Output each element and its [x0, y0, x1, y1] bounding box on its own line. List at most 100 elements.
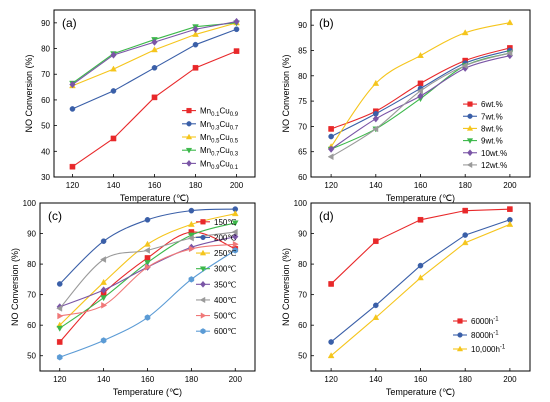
legend-marker	[186, 108, 192, 114]
legend-marker	[200, 280, 206, 288]
data-point	[417, 262, 424, 269]
data-point	[231, 228, 238, 236]
data-point	[100, 286, 107, 294]
legend-label: 7wt.%	[481, 112, 503, 121]
data-point	[100, 337, 107, 344]
data-point	[144, 255, 151, 261]
legend-label: Mn0.9Cu0.1	[200, 159, 239, 171]
data-point	[232, 232, 239, 241]
legend-label: 350℃	[214, 280, 236, 289]
data-point	[373, 238, 379, 244]
data-point	[101, 301, 108, 309]
data-point	[144, 240, 151, 247]
data-point	[461, 29, 469, 36]
chart-panel-c: 120 140 160 180 200 50 60 70 80 90 100 Temperature …	[10, 199, 256, 397]
x-tick-label: 140	[369, 181, 383, 190]
data-point	[417, 80, 424, 87]
x-tick-label: 160	[148, 181, 162, 190]
series-line	[59, 236, 236, 308]
y-axis-label: NO Conversion (%)	[281, 54, 291, 132]
legend: Mn0.1Cu0.9Mn0.3Cu0.7Mn0.5Cu0.5Mn0.7Cu0.3…	[182, 107, 239, 171]
x-tick-label: 160	[414, 375, 428, 384]
data-point	[56, 305, 63, 312]
data-point	[507, 217, 513, 223]
data-point	[69, 163, 76, 170]
data-point	[417, 217, 424, 223]
legend-label: 12wt.%	[481, 161, 507, 170]
data-point	[144, 260, 151, 267]
data-point	[56, 354, 63, 361]
legend-marker	[467, 113, 473, 119]
data-point	[327, 145, 335, 153]
legend-label: 400℃	[214, 296, 236, 305]
series-line	[72, 22, 237, 84]
y-tick-label: 90	[298, 230, 307, 239]
data-point	[188, 220, 195, 227]
data-point	[192, 41, 199, 48]
legend-label: 600℃	[214, 327, 236, 336]
legend-marker	[200, 234, 206, 241]
legend-marker	[186, 121, 192, 127]
x-axis-label: Temperature (℃)	[113, 387, 182, 397]
series-line	[72, 22, 237, 87]
legend-label: 6wt.%	[481, 100, 503, 109]
data-point	[327, 352, 335, 359]
data-point	[56, 281, 63, 287]
data-point	[328, 339, 334, 345]
legend-marker	[467, 101, 473, 107]
data-point	[145, 263, 152, 271]
data-point	[151, 65, 158, 71]
data-point	[373, 302, 379, 309]
data-point	[506, 49, 513, 57]
y-axis-label: NO Conversion (%)	[24, 54, 34, 132]
y-tick-label: 80	[41, 45, 50, 54]
x-tick-label: 200	[229, 375, 243, 384]
panel-label: (d)	[319, 209, 334, 223]
legend-marker	[200, 312, 207, 319]
data-point	[328, 133, 334, 140]
legend-label: 10,000h-1	[471, 345, 506, 355]
y-tick-label: 70	[298, 291, 307, 300]
y-tick-label: 70	[41, 70, 50, 79]
data-point	[110, 135, 117, 142]
y-tick-label: 50	[41, 122, 50, 131]
y-axis-label: NO Conversion (%)	[281, 248, 291, 326]
x-tick-label: 140	[369, 375, 383, 384]
y-tick-label: 60	[27, 321, 36, 330]
legend-marker	[199, 249, 207, 256]
legend-label: 200℃	[214, 233, 236, 242]
data-point	[56, 339, 63, 345]
legend-label: Mn0.5Cu0.5	[200, 133, 239, 145]
data-point	[188, 207, 195, 214]
legend: 6000h-1 8000h-1 10,000h-1	[453, 317, 506, 355]
data-point	[507, 206, 513, 212]
y-tick-label: 80	[298, 260, 307, 269]
data-point	[143, 247, 150, 254]
data-point	[417, 274, 424, 281]
x-axis-label: Temperature (℃)	[386, 387, 455, 397]
legend-marker	[186, 159, 192, 167]
legend-label: 8wt.%	[481, 124, 503, 133]
data-point	[233, 48, 240, 54]
y-tick-label: 60	[298, 173, 307, 182]
data-point	[110, 51, 117, 59]
chart-panel-a: 120 140 160 180 200 30 40 50 60 70 80 90 Temperature…	[24, 9, 256, 203]
legend-label: 500℃	[214, 312, 236, 321]
legend: 150℃ 200℃ 250℃ 300℃ 350℃ 400℃ 500℃ 600℃	[196, 218, 236, 336]
data-point	[188, 276, 195, 283]
x-tick-label: 120	[66, 181, 80, 190]
legend-marker	[466, 138, 474, 144]
data-point	[69, 80, 76, 89]
chart-panel-b: 120 140 160 180 200 60 65 70 75 80 85 90 Temperature…	[281, 9, 531, 203]
legend-marker	[457, 318, 463, 324]
panel-label: (c)	[48, 209, 62, 223]
data-point	[417, 52, 424, 58]
y-tick-label: 70	[298, 122, 307, 131]
x-tick-label: 180	[189, 181, 203, 190]
data-point	[327, 153, 334, 161]
data-point	[417, 92, 424, 100]
y-tick-label: 90	[41, 19, 50, 28]
data-point	[192, 65, 199, 71]
legend-label: 9wt.%	[481, 137, 503, 146]
legend-label: 150℃	[214, 218, 236, 227]
